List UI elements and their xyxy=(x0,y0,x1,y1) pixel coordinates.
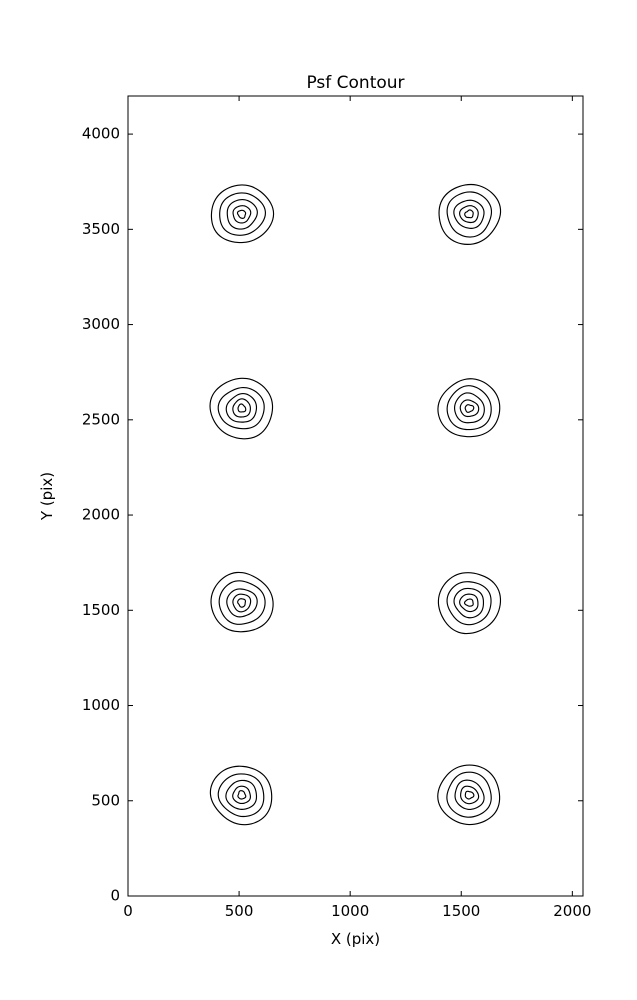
x-axis-label: X (pix) xyxy=(331,930,380,948)
plot-area-background xyxy=(128,96,583,896)
contour-ring xyxy=(209,765,273,826)
contour-ring xyxy=(446,581,492,626)
contour-ring xyxy=(225,779,258,810)
y-tick-label: 4000 xyxy=(82,125,120,143)
contour-ring xyxy=(236,209,247,219)
contour-ring xyxy=(209,377,274,440)
y-tick-label: 1500 xyxy=(82,601,120,619)
contour-ring xyxy=(237,598,247,608)
contour-ring xyxy=(232,593,252,613)
y-tick-label: 2000 xyxy=(82,506,120,524)
psf-contour-blob xyxy=(209,377,274,440)
psf-contour-blob xyxy=(210,184,275,244)
x-axis-tick-labels: 0 500 1000 1500 2000 xyxy=(123,902,591,920)
contour-ring xyxy=(237,403,247,413)
x-tick-label: 2000 xyxy=(553,902,591,920)
y-tick-label: 0 xyxy=(110,887,120,905)
y-tick-label: 1000 xyxy=(82,696,120,714)
contour-group xyxy=(209,183,502,826)
contour-ring xyxy=(446,771,492,818)
psf-contour-blob xyxy=(438,183,502,245)
contour-ring xyxy=(446,385,492,431)
contour-ring xyxy=(219,192,266,236)
x-tick-label: 0 xyxy=(123,902,133,920)
contour-ring xyxy=(459,205,479,224)
contour-ring xyxy=(464,790,475,800)
contour-ring xyxy=(460,785,480,805)
contour-ring xyxy=(446,191,493,238)
y-tick-label: 3500 xyxy=(82,220,120,238)
contour-ring xyxy=(453,587,485,619)
x-tick-label: 1000 xyxy=(331,902,369,920)
contour-ring xyxy=(232,785,251,805)
contour-ring xyxy=(437,378,501,438)
contour-ring xyxy=(218,580,266,625)
x-axis-ticks xyxy=(127,96,573,896)
contour-ring xyxy=(453,199,485,229)
contour-ring xyxy=(232,205,252,224)
contour-ring xyxy=(464,404,475,413)
contour-ring xyxy=(217,773,265,818)
x-tick-label: 500 xyxy=(225,902,254,920)
contour-ring xyxy=(459,593,479,613)
contour-ring xyxy=(226,588,258,618)
contour-ring xyxy=(438,183,502,245)
contour-ring xyxy=(459,399,480,418)
contour-ring xyxy=(226,198,258,230)
contour-ring xyxy=(464,209,474,219)
contour-ring xyxy=(225,393,258,423)
chart-title: Psf Contour xyxy=(306,73,404,93)
contour-ring xyxy=(454,779,485,810)
contour-ring xyxy=(437,764,501,826)
contour-ring xyxy=(210,571,274,633)
contour-ring xyxy=(232,398,251,418)
psf-contour-blob xyxy=(437,378,501,438)
x-tick-label: 1500 xyxy=(442,902,480,920)
y-axis-tick-labels: 0 500 1000 1500 2000 2500 3000 3500 4000 xyxy=(82,125,120,905)
contour-ring xyxy=(217,386,265,430)
contour-ring xyxy=(237,790,247,800)
axes-frame xyxy=(127,95,584,897)
contour-ring xyxy=(463,598,474,607)
y-tick-label: 2500 xyxy=(82,410,120,428)
psf-contour-blob xyxy=(209,765,273,826)
contour-ring xyxy=(210,184,275,244)
y-tick-label: 3000 xyxy=(82,315,120,333)
psf-contour-blob xyxy=(210,571,274,633)
y-axis-label: Y (pix) xyxy=(38,472,56,521)
psf-contour-blob xyxy=(437,764,501,826)
psf-contour-blob xyxy=(437,572,502,635)
contour-ring xyxy=(437,572,502,635)
y-axis-ticks xyxy=(128,133,583,897)
contour-ring xyxy=(454,392,485,424)
y-tick-label: 500 xyxy=(91,791,120,809)
